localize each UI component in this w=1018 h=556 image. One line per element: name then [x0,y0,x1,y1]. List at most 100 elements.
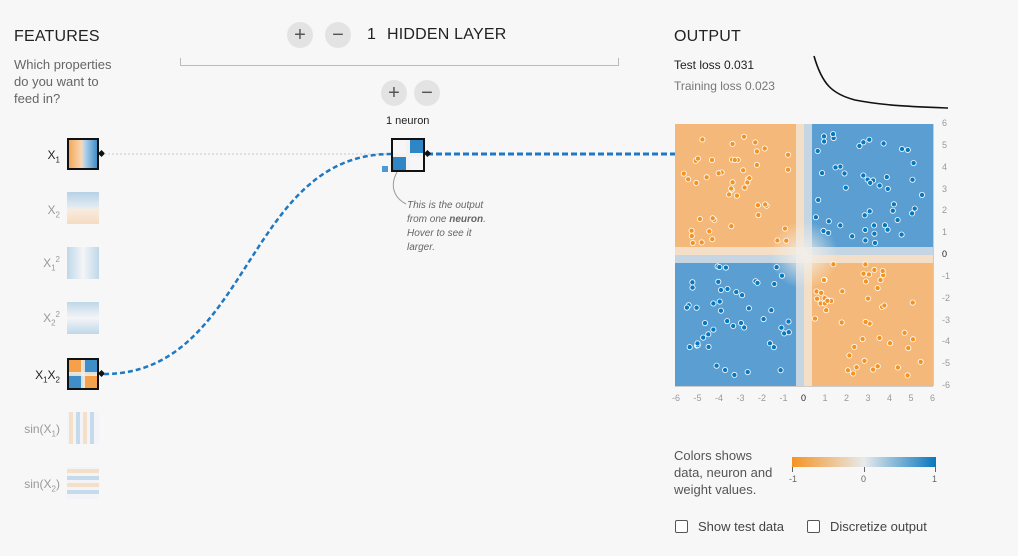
data-point [700,334,707,341]
hidden-layer-count: 1 [367,26,377,43]
data-point [859,336,866,343]
callout-line [392,171,407,205]
callout-line-4: larger. [407,242,435,253]
features-subtitle-line: feed in? [14,91,61,106]
show-test-data-checkbox[interactable] [675,520,688,533]
data-point [846,352,853,359]
data-point [771,280,778,287]
data-point [715,278,722,285]
remove-layer-button[interactable]: − [325,22,351,48]
data-point [733,289,740,296]
data-point [699,136,706,143]
x-tick-label: -5 [693,393,702,403]
data-point [730,322,737,329]
data-point [774,237,781,244]
discretize-output-label[interactable]: Discretize output [830,519,927,534]
feature-label-x1: X1 [47,148,60,165]
hidden-neuron[interactable] [391,138,425,172]
data-point [811,315,818,322]
bias-square[interactable] [382,166,388,172]
data-point [905,345,912,352]
data-point [862,278,869,285]
data-point [844,367,851,374]
data-point [779,272,786,279]
data-point [814,295,821,302]
heatmap-bottom-axis [675,386,933,387]
data-point [782,225,789,232]
data-point [689,284,696,291]
data-point [874,285,881,292]
feature-x1-squared[interactable] [67,247,99,279]
discretize-output-checkbox[interactable] [807,520,820,533]
data-point [701,320,708,327]
data-point [820,133,827,140]
data-point [815,197,822,204]
callout-line-1: This is the output [407,200,484,211]
data-point [819,170,826,177]
data-point [773,264,780,271]
data-point [901,329,908,336]
data-point [726,191,733,198]
features-title: FEATURES [14,28,100,45]
neuron-count-label: 1 neuron [386,115,430,127]
data-point [814,147,821,154]
data-point [785,329,792,336]
feature-sin-x2[interactable] [67,467,99,499]
data-point [753,161,760,168]
test-loss: Test loss 0.031 [674,58,754,72]
data-point [768,307,775,314]
data-point [861,357,868,364]
features-subtitle-line: do you want to [14,74,99,89]
y-tick-label: -4 [942,336,951,347]
data-point [741,184,748,191]
scale-tick-max: 1 [932,474,938,484]
data-point [713,362,720,369]
features-subtitle-line: Which properties [14,57,112,72]
data-point [909,336,916,343]
data-point [812,214,819,221]
add-neuron-button[interactable]: + [381,80,407,106]
data-point [904,372,911,379]
output-heatmap[interactable] [675,124,933,386]
data-point [851,343,858,350]
data-point [739,292,746,299]
data-point [785,318,792,325]
scale-tick-mark [935,467,936,472]
data-point [754,202,761,209]
data-point [694,340,701,347]
legend-line: data, neuron and [674,465,773,480]
data-point [838,319,845,326]
x-tick-label: 2 [844,393,850,403]
feature-x2-squared[interactable] [67,302,99,334]
add-layer-button[interactable]: + [287,22,313,48]
callout-line-3: Hover to see it [407,228,472,239]
data-point [866,136,873,143]
data-point [718,286,725,293]
legend-line: weight values. [674,482,757,497]
data-point [877,277,884,284]
scale-tick-mark [792,467,793,472]
data-point [879,267,886,274]
data-point [862,318,869,325]
feature-x2[interactable] [67,192,99,224]
y-tick-label: -1 [942,270,951,281]
y-tick-label: 0 [942,249,948,259]
data-point [696,216,703,223]
x-tick-label: 5 [908,393,914,403]
show-test-data-label[interactable]: Show test data [698,519,784,534]
remove-neuron-button[interactable]: − [414,80,440,106]
data-point [837,163,844,170]
data-point [733,192,740,199]
data-point [862,227,869,234]
data-point [688,227,695,234]
feature-x1x2[interactable] [67,358,99,390]
y-tick-label: 2 [942,205,948,216]
data-point [898,231,905,238]
data-point [849,233,856,240]
data-point [722,264,729,271]
feature-sin-x1[interactable] [67,412,99,444]
y-tick-label: 3 [942,183,948,194]
data-point [709,157,716,164]
data-point [709,215,716,222]
data-point [705,331,712,338]
